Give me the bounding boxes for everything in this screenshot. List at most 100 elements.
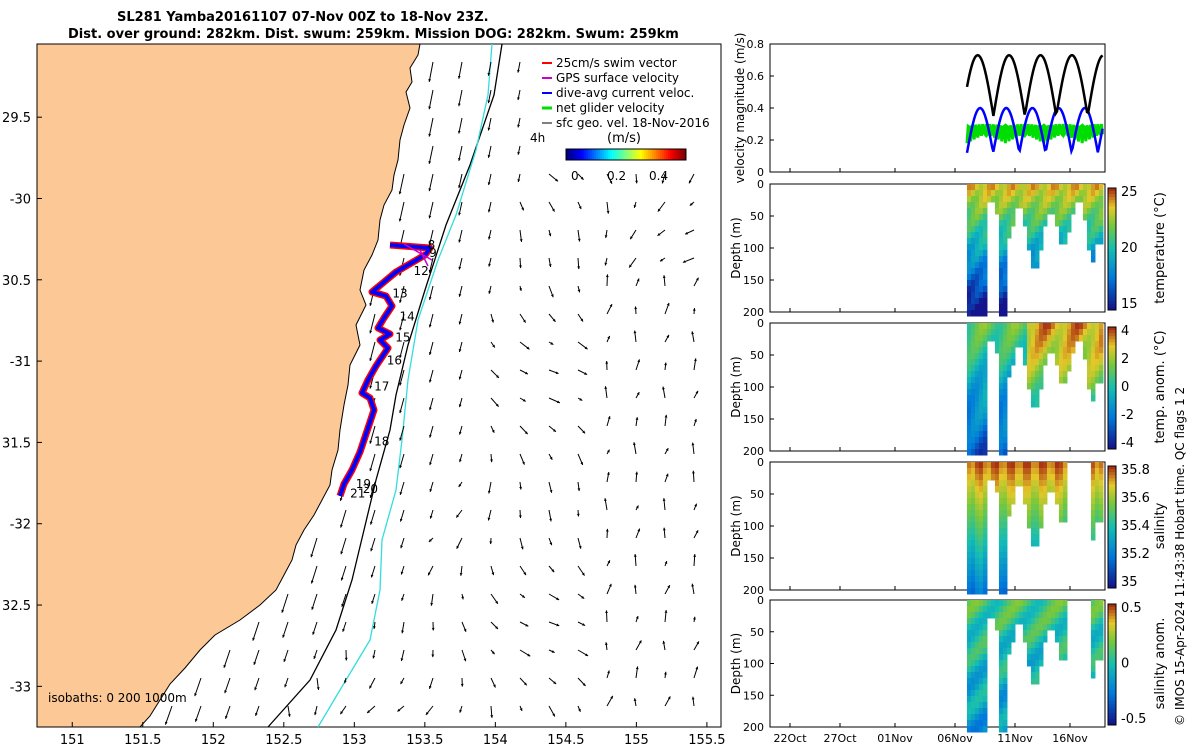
velocity-arrowhead — [522, 461, 525, 465]
heatmap-cell — [1006, 202, 1012, 209]
heatmap-cell — [1018, 202, 1024, 209]
panel-colorbar-cell — [1108, 279, 1116, 284]
heatmap-cell — [966, 437, 972, 444]
track-day-label: 9 — [429, 246, 437, 260]
heatmap-cell — [978, 190, 984, 197]
heatmap-cell — [1094, 202, 1100, 209]
map-colorbar-cell — [676, 149, 679, 160]
heatmap-cell — [1090, 377, 1096, 384]
heatmap-cell — [1082, 341, 1088, 348]
heatmap-cell — [1046, 184, 1052, 191]
panel-colorbar-cell — [1108, 255, 1116, 259]
heatmap-cell — [1034, 660, 1040, 667]
velocity-arrowhead — [457, 103, 461, 107]
velocity-arrowhead — [693, 358, 697, 362]
heatmap-cell — [1090, 347, 1096, 354]
heatmap-cell — [1030, 528, 1036, 535]
heatmap-cell — [994, 606, 1000, 613]
velocity-arrowhead — [428, 79, 432, 82]
heatmap-cell — [1090, 600, 1096, 607]
velocity-arrowhead — [552, 428, 556, 432]
velocity-arrowhead — [519, 708, 523, 711]
heatmap-cell — [1062, 341, 1068, 348]
heatmap-cell — [974, 708, 980, 715]
heatmap-cell — [974, 238, 980, 245]
heatmap-cell — [1046, 208, 1052, 215]
heatmap-cell — [998, 630, 1004, 637]
heatmap-cell — [974, 468, 980, 475]
heatmap-cell — [970, 220, 976, 227]
heatmap-cell — [966, 335, 972, 342]
heatmap-cell — [1022, 468, 1028, 475]
heatmap-cell — [978, 274, 984, 281]
heatmap-cell — [1098, 618, 1104, 625]
heatmap-cell — [966, 654, 972, 661]
heatmap-cell — [1026, 468, 1032, 475]
heatmap-cell — [966, 702, 972, 709]
velocity-arrowhead — [551, 569, 555, 573]
heatmap-cell — [1038, 190, 1044, 197]
map-title-line1: SL281 Yamba20161107 07-Nov 00Z to 18-Nov… — [117, 10, 489, 25]
velocity-arrowhead — [428, 133, 432, 137]
heatmap-cell — [1026, 202, 1032, 209]
heatmap-cell — [1002, 522, 1008, 529]
heatmap-cell — [978, 359, 984, 366]
colorbar-tick-label: -2 — [1121, 408, 1134, 423]
heatmap-cell — [1046, 480, 1052, 487]
heatmap-cell — [1030, 522, 1036, 529]
depth-ylabel: Depth (m) — [729, 356, 743, 417]
velocity-arrowhead — [458, 293, 462, 297]
velocity-arrowhead — [255, 712, 258, 716]
heatmap-cell — [978, 323, 984, 330]
velocity-arrowhead — [556, 597, 560, 600]
velocity-arrowhead — [635, 615, 639, 619]
heatmap-cell — [1082, 184, 1088, 191]
panel-ytick-label: 200 — [743, 584, 764, 597]
heatmap-cell — [982, 250, 988, 257]
heatmap-cell — [1030, 480, 1036, 487]
heatmap-cell — [998, 690, 1004, 697]
colorbar-tick-label: 0 — [1121, 380, 1129, 395]
heatmap-cell — [1098, 468, 1104, 475]
heatmap-cell — [1002, 407, 1008, 414]
velocity-arrowhead — [517, 179, 521, 182]
panel-colorbar-cell — [1108, 652, 1116, 656]
heatmap-cell — [1018, 474, 1024, 481]
heatmap-cell — [970, 304, 976, 311]
heatmap-cell — [974, 630, 980, 637]
heatmap-cell — [982, 678, 988, 685]
heatmap-cell — [966, 570, 972, 577]
heatmap-cell — [982, 510, 988, 517]
heatmap-cell — [1058, 612, 1064, 619]
heatmap-cell — [1002, 480, 1008, 487]
panel-ytick-label: 50 — [750, 626, 764, 639]
heatmap-cell — [1006, 323, 1012, 330]
velocity-arrow — [399, 313, 405, 331]
velocity-arrowhead — [487, 490, 491, 494]
panel-colorbar-cell — [1108, 517, 1116, 522]
velocity-arrowhead — [282, 634, 285, 638]
velocity-arrowhead — [605, 528, 609, 532]
heatmap-cell — [1058, 335, 1064, 342]
heatmap-cell — [1026, 480, 1032, 487]
heatmap-cell — [1066, 220, 1072, 227]
heatmap-cell — [970, 516, 976, 523]
heatmap-cell — [1030, 660, 1036, 667]
heatmap-cell — [1066, 208, 1072, 215]
heatmap-cell — [1010, 323, 1016, 330]
heatmap-cell — [1090, 208, 1096, 215]
heatmap-cell — [998, 232, 1004, 239]
heatmap-cell — [974, 486, 980, 493]
heatmap-cell — [1098, 208, 1104, 215]
heatmap-cell — [982, 437, 988, 444]
velocity-arrowhead — [604, 642, 608, 646]
map-colorbar-cell — [632, 149, 635, 160]
heatmap-cell — [1002, 606, 1008, 613]
heatmap-cell — [1002, 208, 1008, 215]
heatmap-cell — [1030, 389, 1036, 396]
dive-avg-current-track — [338, 243, 432, 497]
heatmap-cell — [1046, 600, 1052, 607]
heatmap-cell — [1026, 504, 1032, 511]
heatmap-cell — [1038, 359, 1044, 366]
velocity-arrowhead — [401, 630, 404, 634]
